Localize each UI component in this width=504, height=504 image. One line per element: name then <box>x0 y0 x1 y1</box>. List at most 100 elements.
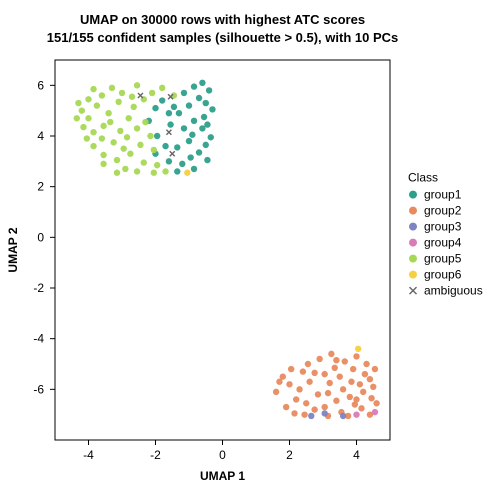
point-group5 <box>162 168 168 174</box>
x-tick-label: -4 <box>83 448 94 462</box>
point-group5 <box>159 85 165 91</box>
point-group2 <box>306 379 312 385</box>
point-group3 <box>308 413 314 419</box>
legend-label-group6: group6 <box>424 268 462 282</box>
y-tick-label: -6 <box>33 382 44 396</box>
point-group2 <box>353 353 359 359</box>
legend-marker-group2 <box>409 207 417 215</box>
point-group2 <box>363 361 369 367</box>
point-group2 <box>291 410 297 416</box>
point-group1 <box>174 168 180 174</box>
point-group1 <box>189 132 195 138</box>
legend-marker-group4 <box>409 239 417 247</box>
point-group1 <box>191 83 197 89</box>
point-group5 <box>110 139 116 145</box>
point-group1 <box>199 125 205 131</box>
point-group5 <box>147 133 153 139</box>
point-group5 <box>105 110 111 116</box>
point-group2 <box>325 390 331 396</box>
point-group2 <box>340 386 346 392</box>
point-group5 <box>134 125 140 131</box>
legend-label-ambiguous: ambiguous <box>424 284 483 298</box>
point-group5 <box>154 162 160 168</box>
point-group1 <box>204 157 210 163</box>
point-group1 <box>196 95 202 101</box>
point-group1 <box>208 134 214 140</box>
legend-label-group3: group3 <box>424 220 462 234</box>
point-group1 <box>186 102 192 108</box>
legend-label-group5: group5 <box>424 252 462 266</box>
chart-title-line2: 151/155 confident samples (silhouette > … <box>47 30 398 45</box>
point-group1 <box>154 133 160 139</box>
point-group2 <box>293 396 299 402</box>
x-tick-label: 4 <box>353 448 360 462</box>
point-group5 <box>117 128 123 134</box>
point-group2 <box>315 391 321 397</box>
plot-border <box>55 60 390 440</box>
y-tick-label: 4 <box>37 129 44 143</box>
point-group2 <box>333 398 339 404</box>
point-group5 <box>134 82 140 88</box>
point-group1 <box>176 110 182 116</box>
point-group1 <box>152 105 158 111</box>
legend-title: Class <box>408 171 438 185</box>
y-tick-label: 6 <box>37 78 44 92</box>
point-group5 <box>100 161 106 167</box>
point-group2 <box>368 395 374 401</box>
point-group5 <box>122 166 128 172</box>
y-axis-title: UMAP 2 <box>6 227 20 272</box>
point-group5 <box>142 119 148 125</box>
point-group5 <box>115 99 121 105</box>
point-group1 <box>166 110 172 116</box>
point-group2 <box>358 405 364 411</box>
point-group2 <box>353 396 359 402</box>
point-group2 <box>311 370 317 376</box>
point-group1 <box>209 106 215 112</box>
legend-label-group1: group1 <box>424 188 462 202</box>
point-group5 <box>114 170 120 176</box>
y-tick-label: 0 <box>37 230 44 244</box>
point-group1 <box>191 166 197 172</box>
point-group6 <box>355 346 361 352</box>
point-group5 <box>114 157 120 163</box>
x-tick-label: 2 <box>286 448 293 462</box>
legend-marker-group5 <box>409 255 417 263</box>
point-group5 <box>94 102 100 108</box>
point-group5 <box>124 134 130 140</box>
point-group2 <box>373 400 379 406</box>
point-group5 <box>109 85 115 91</box>
point-group1 <box>162 143 168 149</box>
point-group3 <box>340 413 346 419</box>
point-group2 <box>357 381 363 387</box>
point-group5 <box>149 90 155 96</box>
y-tick-label: -4 <box>33 332 44 346</box>
point-group5 <box>151 147 157 153</box>
point-group5 <box>151 170 157 176</box>
point-group2 <box>328 351 334 357</box>
point-group5 <box>131 104 137 110</box>
legend-label-group2: group2 <box>424 204 462 218</box>
point-group1 <box>159 97 165 103</box>
point-group5 <box>137 142 143 148</box>
point-group1 <box>166 158 172 164</box>
point-group6 <box>184 170 190 176</box>
point-group1 <box>196 149 202 155</box>
point-group5 <box>84 135 90 141</box>
point-group4 <box>372 409 378 415</box>
point-group2 <box>350 366 356 372</box>
point-group5 <box>129 94 135 100</box>
point-group5 <box>99 92 105 98</box>
point-group2 <box>273 389 279 395</box>
point-group1 <box>199 80 205 86</box>
point-group1 <box>181 125 187 131</box>
point-group2 <box>288 366 294 372</box>
point-group2 <box>347 394 353 400</box>
legend-marker-group3 <box>409 223 417 231</box>
point-group5 <box>75 100 81 106</box>
point-group2 <box>311 406 317 412</box>
point-group5 <box>85 115 91 121</box>
point-group4 <box>353 411 359 417</box>
point-group1 <box>203 100 209 106</box>
point-group5 <box>80 124 86 130</box>
point-group2 <box>286 381 292 387</box>
